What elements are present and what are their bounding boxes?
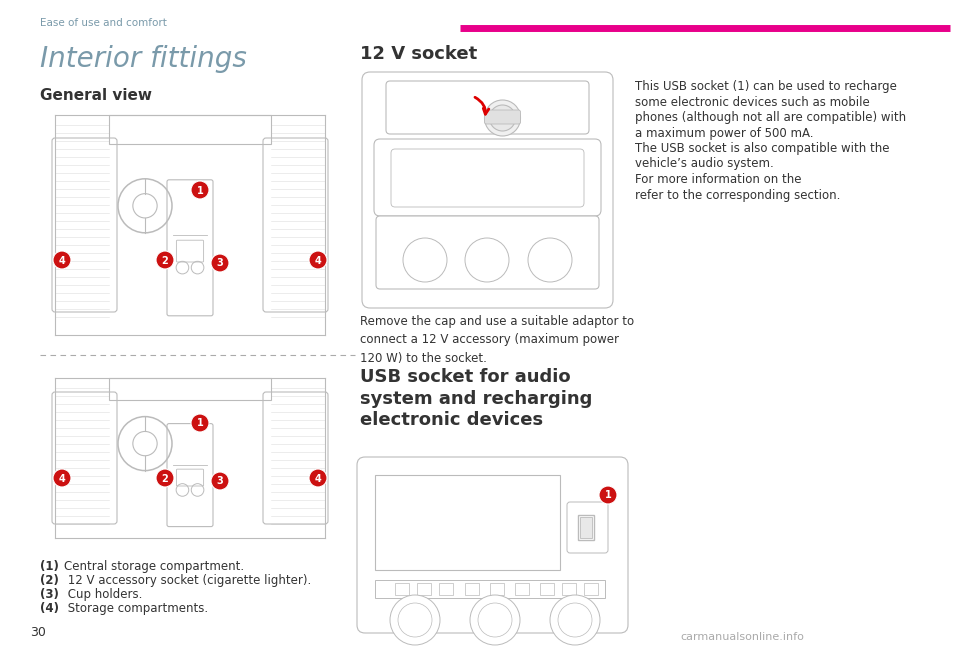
Circle shape: [191, 181, 209, 199]
Text: 1: 1: [197, 186, 204, 195]
FancyBboxPatch shape: [386, 81, 589, 134]
Text: some electronic devices such as mobile: some electronic devices such as mobile: [635, 95, 870, 108]
Text: 2: 2: [161, 474, 168, 484]
Text: For more information on the: For more information on the: [635, 173, 805, 186]
Text: (2): (2): [40, 574, 59, 587]
Circle shape: [156, 251, 174, 269]
Circle shape: [470, 595, 520, 645]
Bar: [395, 583, 409, 595]
Text: 1: 1: [197, 419, 204, 428]
Text: (4): (4): [40, 602, 59, 615]
Text: Interior fittings: Interior fittings: [40, 45, 247, 73]
Circle shape: [390, 595, 440, 645]
Bar: [515, 583, 529, 595]
Circle shape: [53, 469, 71, 487]
Text: USB socket for audio
system and recharging
electronic devices: USB socket for audio system and rechargi…: [360, 368, 592, 429]
Circle shape: [558, 603, 592, 637]
FancyBboxPatch shape: [374, 139, 601, 216]
Bar: [439, 583, 453, 595]
Text: carmanualsonline.info: carmanualsonline.info: [680, 632, 804, 642]
Text: phones (although not all are compatible) with: phones (although not all are compatible)…: [635, 111, 906, 124]
Text: a maximum power of 500 mA.: a maximum power of 500 mA.: [635, 127, 813, 140]
Circle shape: [53, 251, 71, 269]
Bar: [580, 517, 592, 538]
Text: This USB socket (1) can be used to recharge: This USB socket (1) can be used to recha…: [635, 80, 897, 93]
Circle shape: [490, 105, 516, 131]
Bar: [375, 475, 560, 570]
Text: General view: General view: [40, 88, 152, 103]
FancyBboxPatch shape: [391, 149, 584, 207]
Text: 3: 3: [217, 476, 224, 487]
FancyBboxPatch shape: [362, 72, 613, 308]
Text: Ease of use and comfort: Ease of use and comfort: [40, 18, 167, 28]
FancyBboxPatch shape: [357, 457, 628, 633]
Bar: [490, 583, 504, 595]
Text: 2: 2: [161, 256, 168, 265]
FancyBboxPatch shape: [376, 216, 599, 289]
Text: refer to the corresponding section.: refer to the corresponding section.: [635, 188, 840, 201]
Bar: [562, 583, 576, 595]
Bar: [109, 115, 271, 144]
Circle shape: [599, 486, 617, 504]
Circle shape: [309, 251, 327, 269]
Circle shape: [398, 603, 432, 637]
Bar: [375, 580, 605, 598]
Text: 12 V accessory socket (cigarette lighter).: 12 V accessory socket (cigarette lighter…: [64, 574, 311, 587]
Circle shape: [550, 595, 600, 645]
Text: 1: 1: [605, 491, 612, 500]
Text: Central storage compartment.: Central storage compartment.: [64, 560, 244, 573]
Bar: [417, 583, 431, 595]
Circle shape: [478, 603, 512, 637]
Bar: [465, 583, 479, 595]
Circle shape: [309, 469, 327, 487]
Circle shape: [465, 238, 509, 282]
Text: 12 V socket: 12 V socket: [360, 45, 477, 63]
Text: Cup holders.: Cup holders.: [64, 588, 142, 601]
FancyBboxPatch shape: [485, 110, 520, 124]
Text: 3: 3: [217, 258, 224, 269]
Text: Storage compartments.: Storage compartments.: [64, 602, 208, 615]
Circle shape: [191, 414, 209, 432]
FancyBboxPatch shape: [567, 502, 608, 553]
Circle shape: [528, 238, 572, 282]
Circle shape: [211, 254, 229, 272]
Text: (1): (1): [40, 560, 59, 573]
Circle shape: [403, 238, 447, 282]
Bar: [584, 583, 598, 595]
Circle shape: [211, 472, 229, 490]
Text: 4: 4: [59, 474, 65, 484]
Text: Remove the cap and use a suitable adaptor to
connect a 12 V accessory (maximum p: Remove the cap and use a suitable adapto…: [360, 315, 635, 365]
Text: 4: 4: [59, 256, 65, 265]
Circle shape: [156, 469, 174, 487]
Bar: [540, 583, 554, 595]
Circle shape: [485, 100, 520, 136]
Text: 30: 30: [30, 626, 46, 639]
Text: 4: 4: [315, 256, 322, 265]
Text: vehicle’s audio system.: vehicle’s audio system.: [635, 158, 774, 171]
Bar: [578, 515, 594, 540]
Bar: [109, 378, 271, 400]
Text: (3): (3): [40, 588, 59, 601]
Text: 4: 4: [315, 474, 322, 484]
Text: The USB socket is also compatible with the: The USB socket is also compatible with t…: [635, 142, 890, 155]
